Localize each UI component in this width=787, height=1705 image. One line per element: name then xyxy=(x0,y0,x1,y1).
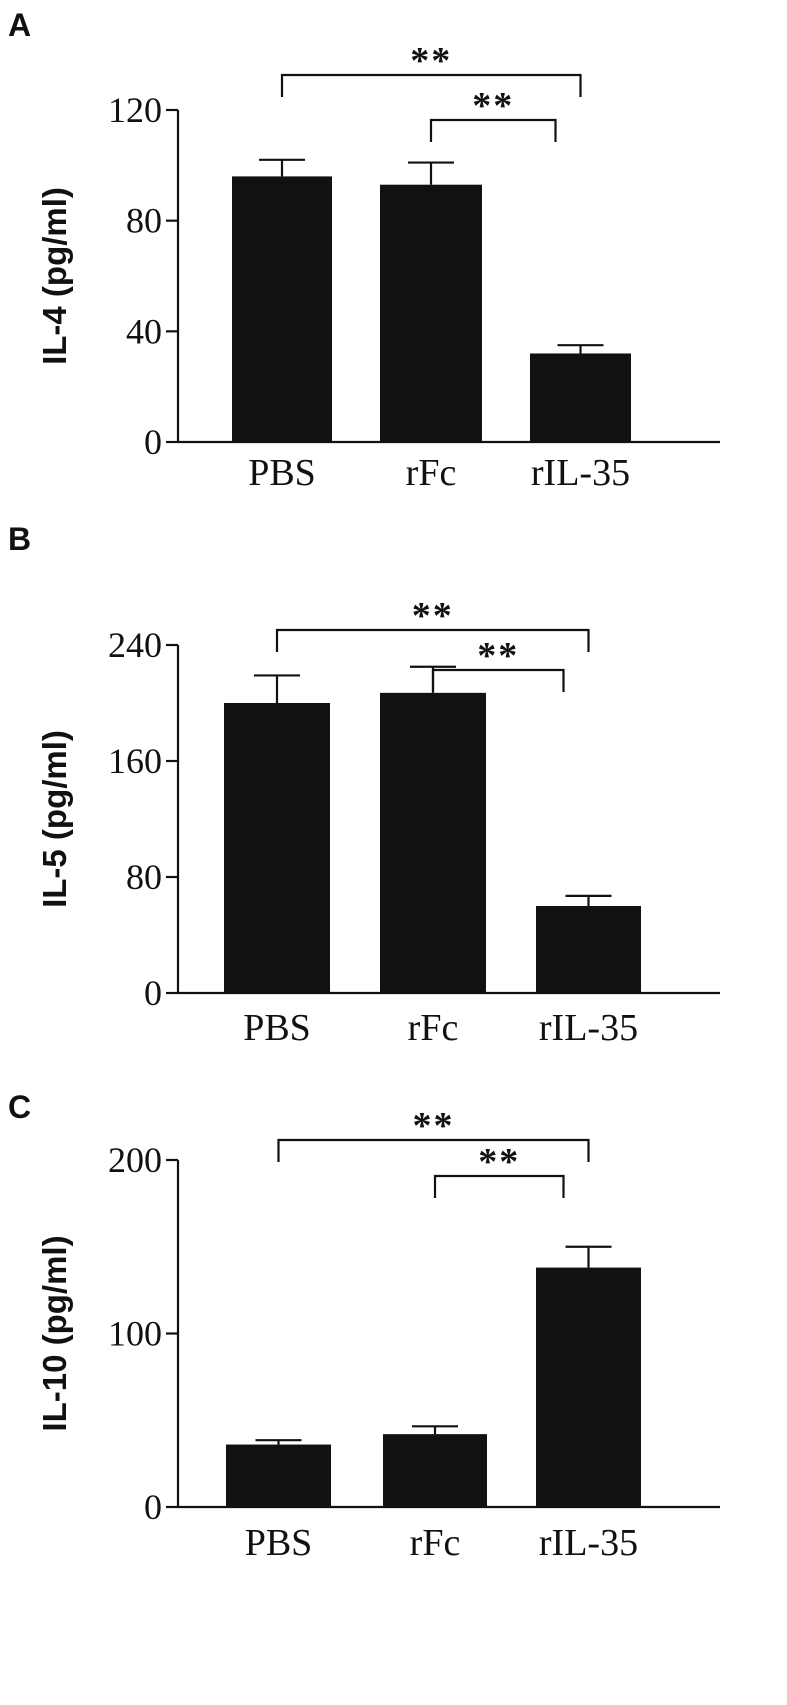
significance-label: ** xyxy=(412,595,454,637)
bar-pbs xyxy=(224,703,330,993)
y-axis-label: IL-4 (pg/ml) xyxy=(36,187,73,365)
significance-bracket xyxy=(277,1138,590,1162)
bar-rfc xyxy=(380,184,482,442)
panel-letter: A xyxy=(8,7,31,43)
significance-bracket xyxy=(429,118,557,142)
significance-label: ** xyxy=(477,635,519,677)
y-tick-label: 200 xyxy=(108,1140,162,1180)
category-label: rFc xyxy=(406,452,457,494)
significance-label: ** xyxy=(413,1105,455,1147)
y-axis-label: IL-10 (pg/ml) xyxy=(36,1235,73,1431)
y-tick-label: 80 xyxy=(126,201,162,241)
significance-bracket xyxy=(280,73,582,97)
panel-letter: C xyxy=(8,1089,31,1125)
y-tick-label: 160 xyxy=(108,741,162,781)
bar-rfc xyxy=(380,692,486,993)
significance-bracket xyxy=(431,668,565,692)
significance-label: ** xyxy=(478,1141,520,1183)
bar-ril-35 xyxy=(530,353,631,442)
bar-ril-35 xyxy=(536,1267,641,1507)
panel-letter: B xyxy=(8,521,31,557)
category-label: rIL-35 xyxy=(539,1522,638,1564)
category-label: PBS xyxy=(245,1522,313,1564)
y-tick-label: 240 xyxy=(108,625,162,665)
y-tick-label: 40 xyxy=(126,311,162,351)
y-axis-label: IL-5 (pg/ml) xyxy=(36,730,73,908)
category-label: rFc xyxy=(408,1007,459,1049)
category-label: PBS xyxy=(243,1007,311,1049)
category-label: rIL-35 xyxy=(531,452,630,494)
y-tick-label: 80 xyxy=(126,857,162,897)
chart-panel-a: A IL-4 (pg/ml) 0 40 80 120 PBS rFc rIL-35 ** ** xyxy=(8,7,720,494)
bar-rfc xyxy=(383,1434,487,1507)
significance-bracket xyxy=(275,628,590,652)
y-tick-label: 0 xyxy=(144,1487,162,1527)
bar-pbs xyxy=(232,176,332,442)
chart-panel-b: B IL-5 (pg/ml) 0 80 160 240 PBS rFc rIL-35 ** ** xyxy=(8,521,720,1049)
significance-label: ** xyxy=(410,40,452,82)
category-label: rFc xyxy=(410,1522,461,1564)
category-label: rIL-35 xyxy=(539,1007,638,1049)
y-tick-label: 0 xyxy=(144,973,162,1013)
y-tick-label: 100 xyxy=(108,1314,162,1354)
y-tick-label: 0 xyxy=(144,422,162,462)
bar-pbs xyxy=(226,1444,331,1507)
category-label: PBS xyxy=(248,452,316,494)
y-tick-label: 120 xyxy=(108,90,162,130)
bar-ril-35 xyxy=(536,906,641,993)
significance-label: ** xyxy=(472,85,514,127)
chart-panel-c: C IL-10 (pg/ml) 0 100 200 PBS rFc rIL-35 ** ** xyxy=(8,1089,720,1564)
significance-bracket xyxy=(433,1174,565,1198)
